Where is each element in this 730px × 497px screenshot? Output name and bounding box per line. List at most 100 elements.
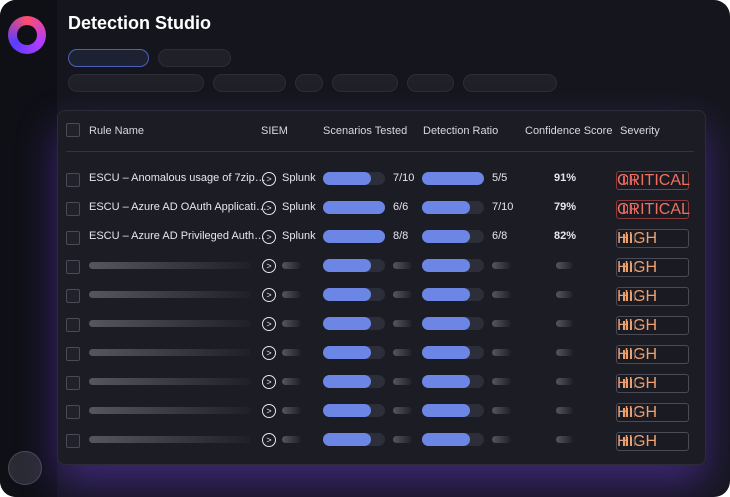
severity-tick xyxy=(633,205,635,214)
severity-badge: HIGH xyxy=(616,345,689,364)
severity-badge: HIGH xyxy=(616,287,689,306)
column-header[interactable]: SIEM xyxy=(261,125,288,137)
rule-name[interactable]: ESCU – Azure AD Privileged Auth… xyxy=(89,230,266,242)
skeleton xyxy=(282,349,301,356)
column-header[interactable]: Confidence Score xyxy=(525,125,613,137)
siem-icon: > xyxy=(262,201,276,215)
row-checkbox[interactable] xyxy=(66,347,80,361)
page-title: Detection Studio xyxy=(68,13,211,33)
bar-fill xyxy=(323,317,372,330)
severity-tick xyxy=(630,263,632,272)
column-header[interactable]: Rule Name xyxy=(89,125,145,137)
severity-tick xyxy=(623,321,625,330)
severity-tick xyxy=(633,350,635,359)
avatar[interactable] xyxy=(8,451,42,485)
tab[interactable] xyxy=(158,49,231,67)
select-all-checkbox[interactable] xyxy=(66,123,80,137)
row-checkbox[interactable] xyxy=(66,376,80,390)
siem-icon: > xyxy=(262,433,276,447)
detection-ratio: 7/10 xyxy=(492,201,514,213)
severity-tick xyxy=(626,176,628,185)
column-header[interactable]: Severity xyxy=(620,125,660,137)
skeleton xyxy=(556,320,573,327)
skeleton xyxy=(282,291,301,298)
skeleton xyxy=(282,436,301,443)
ratio-bar xyxy=(422,259,484,272)
skeleton xyxy=(89,436,251,443)
siem-icon: > xyxy=(262,346,276,360)
severity-badge: HIGH xyxy=(616,258,689,277)
siem-icon: > xyxy=(262,230,276,244)
skeleton xyxy=(492,436,511,443)
skeleton xyxy=(556,262,573,269)
ratio-bar xyxy=(422,201,484,214)
scenarios-tested: 8/8 xyxy=(393,230,409,242)
severity-label: CRITICAL xyxy=(617,201,690,218)
row-checkbox[interactable] xyxy=(66,289,80,303)
row-checkbox[interactable] xyxy=(66,434,80,448)
siem-name: Splunk xyxy=(282,201,316,213)
severity-tick xyxy=(623,263,625,272)
tab[interactable] xyxy=(68,49,149,67)
severity-tick xyxy=(633,321,635,330)
scenarios-bar xyxy=(323,230,385,243)
confidence-score: 82% xyxy=(554,230,577,242)
filter[interactable] xyxy=(295,74,323,92)
ratio-bar xyxy=(422,346,484,359)
row-checkbox[interactable] xyxy=(66,173,80,187)
skeleton xyxy=(89,291,251,298)
column-header[interactable]: Scenarios Tested xyxy=(323,125,408,137)
logo[interactable] xyxy=(8,16,46,54)
severity-tick xyxy=(630,350,632,359)
filter[interactable] xyxy=(213,74,286,92)
column-header[interactable]: Detection Ratio xyxy=(423,125,499,137)
severity-badge: CRITICAL xyxy=(616,171,690,190)
skeleton xyxy=(556,349,573,356)
severity-tick xyxy=(633,176,635,185)
rule-name[interactable]: ESCU – Anomalous usage of 7zip… xyxy=(89,172,266,184)
ratio-bar xyxy=(422,404,484,417)
filter[interactable] xyxy=(68,74,204,92)
row-checkbox[interactable] xyxy=(66,231,80,245)
skeleton xyxy=(492,320,511,327)
rule-name[interactable]: ESCU – Azure AD OAuth Applicati… xyxy=(89,201,267,213)
row-checkbox[interactable] xyxy=(66,318,80,332)
detection-ratio: 5/5 xyxy=(492,172,508,184)
bar-fill xyxy=(323,346,372,359)
severity-tick xyxy=(623,408,625,417)
siem-icon: > xyxy=(262,288,276,302)
bar-fill xyxy=(422,404,471,417)
severity-tick xyxy=(623,437,625,446)
skeleton xyxy=(556,291,573,298)
skeleton xyxy=(492,378,511,385)
severity-tick xyxy=(626,437,628,446)
bar-fill xyxy=(422,230,471,243)
siem-icon: > xyxy=(262,172,276,186)
ratio-bar xyxy=(422,375,484,388)
bar-fill xyxy=(323,230,385,243)
siem-icon: > xyxy=(262,259,276,273)
row-checkbox[interactable] xyxy=(66,405,80,419)
bar-fill xyxy=(422,346,471,359)
severity-label: CRITICAL xyxy=(617,172,690,189)
confidence-score: 91% xyxy=(554,172,577,184)
severity-tick xyxy=(623,205,625,214)
severity-badge: HIGH xyxy=(616,374,689,393)
siem-name: Splunk xyxy=(282,172,316,184)
filter[interactable] xyxy=(407,74,454,92)
siem-icon: > xyxy=(262,317,276,331)
row-checkbox[interactable] xyxy=(66,260,80,274)
row-checkbox[interactable] xyxy=(66,202,80,216)
scenarios-bar xyxy=(323,346,385,359)
filter[interactable] xyxy=(463,74,557,92)
scenarios-bar xyxy=(323,317,385,330)
filter[interactable] xyxy=(332,74,398,92)
skeleton xyxy=(282,378,301,385)
skeleton xyxy=(89,378,251,385)
bar-fill xyxy=(422,317,471,330)
severity-tick xyxy=(626,408,628,417)
header-divider xyxy=(66,151,694,152)
bar-fill xyxy=(422,259,471,272)
scenarios-tested: 7/10 xyxy=(393,172,415,184)
skeleton xyxy=(393,320,412,327)
